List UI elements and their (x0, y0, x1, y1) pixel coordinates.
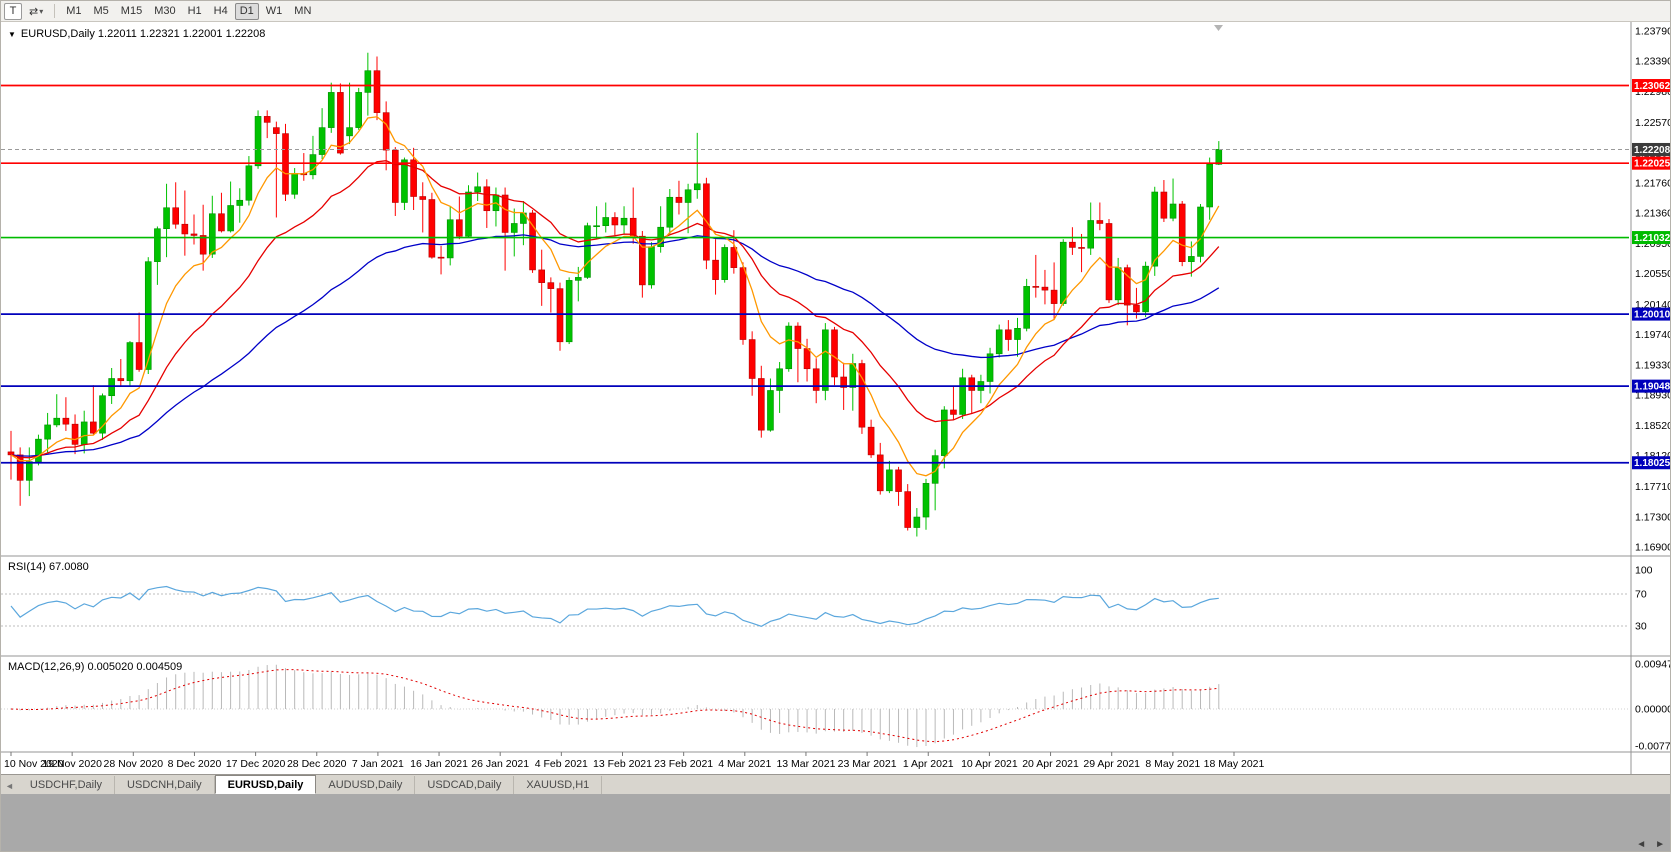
svg-text:1.23062: 1.23062 (1634, 81, 1671, 92)
price-badge (1632, 456, 1670, 470)
svg-text:1.23790: 1.23790 (1635, 26, 1671, 38)
tab-eurusd-daily[interactable]: EURUSD,Daily (214, 775, 317, 794)
svg-text:19 Nov 2020: 19 Nov 2020 (42, 758, 102, 770)
svg-text:100: 100 (1635, 565, 1653, 577)
svg-text:1.22570: 1.22570 (1635, 117, 1671, 129)
svg-text:23 Mar 2021: 23 Mar 2021 (838, 758, 897, 770)
svg-text:70: 70 (1635, 589, 1647, 601)
svg-text:8 May 2021: 8 May 2021 (1145, 758, 1200, 770)
svg-text:1 Apr 2021: 1 Apr 2021 (903, 758, 954, 770)
rsi-line (10, 585, 1219, 628)
tab-scroll-left-icon[interactable]: ◄ (5, 781, 14, 791)
price-badge (1632, 231, 1670, 245)
svg-text:16 Jan 2021: 16 Jan 2021 (410, 758, 468, 770)
tab-audusd-daily[interactable]: AUDUSD,Daily (316, 776, 416, 794)
svg-text:1.17710: 1.17710 (1635, 481, 1671, 493)
tab-usdcad-daily[interactable]: USDCAD,Daily (415, 776, 515, 794)
svg-text:8 Dec 2020: 8 Dec 2020 (168, 758, 222, 770)
svg-text:1.23390: 1.23390 (1635, 55, 1671, 67)
svg-text:1.22208: 1.22208 (1634, 145, 1671, 156)
tab-xauusd-h1[interactable]: XAUUSD,H1 (514, 776, 603, 794)
macd-indicator-label: MACD(12,26,9) 0.005020 0.004509 (8, 661, 183, 673)
svg-text:0.000000: 0.000000 (1635, 704, 1671, 716)
svg-text:17 Dec 2020: 17 Dec 2020 (226, 758, 286, 770)
svg-text:1.18025: 1.18025 (1634, 458, 1671, 469)
timeframe-w1-button[interactable]: W1 (265, 5, 283, 17)
toolbar-separator (54, 4, 56, 18)
svg-text:0.009478: 0.009478 (1635, 659, 1671, 671)
caret-down-icon: ▾ (39, 6, 44, 16)
chart-tab-bar: ◄ USDCHF,Daily USDCNH,Daily EURUSD,Daily… (1, 774, 1670, 794)
svg-text:18 May 2021: 18 May 2021 (1204, 758, 1265, 770)
svg-text:1.20010: 1.20010 (1634, 310, 1671, 321)
svg-text:26 Jan 2021: 26 Jan 2021 (471, 758, 529, 770)
svg-text:1.21360: 1.21360 (1635, 207, 1671, 219)
price-badge (1632, 79, 1670, 93)
scrollbar-right-icon[interactable]: ► (1655, 839, 1665, 850)
svg-text:4 Mar 2021: 4 Mar 2021 (718, 758, 771, 770)
status-strip: ◄ ► (1, 794, 1670, 851)
toolbar-t-button[interactable]: T (4, 2, 22, 20)
tab-usdcnh-daily[interactable]: USDCNH,Daily (115, 776, 215, 794)
chart-panel[interactable]: 1.237901.233901.229801.225701.221601.217… (1, 22, 1671, 774)
svg-text:1.17300: 1.17300 (1635, 512, 1671, 524)
svg-text:1.19740: 1.19740 (1635, 329, 1671, 341)
svg-text:7 Jan 2021: 7 Jan 2021 (352, 758, 404, 770)
svg-text:1.19048: 1.19048 (1634, 382, 1671, 393)
svg-text:1.16900: 1.16900 (1635, 542, 1671, 554)
svg-text:10 Apr 2021: 10 Apr 2021 (961, 758, 1018, 770)
timeframe-m5-button[interactable]: M5 (93, 5, 109, 17)
svg-text:4 Feb 2021: 4 Feb 2021 (535, 758, 588, 770)
svg-text:1.21032: 1.21032 (1634, 233, 1671, 244)
svg-text:30: 30 (1635, 621, 1647, 633)
price-badge (1632, 307, 1670, 321)
svg-text:10 Nov 2020: 10 Nov 2020 (4, 758, 64, 770)
timeframe-m15-button[interactable]: M15 (120, 5, 143, 17)
timeframe-m30-button[interactable]: M30 (154, 5, 176, 17)
svg-text:23 Feb 2021: 23 Feb 2021 (654, 758, 713, 770)
symbol-ohlc-text: EURUSD,Daily 1.22011 1.22321 1.22001 1.2… (20, 28, 266, 40)
timeframe-h1-button[interactable]: H1 (187, 5, 202, 17)
svg-text:28 Nov 2020: 28 Nov 2020 (104, 758, 164, 770)
triangle-down-icon: ▼ (8, 29, 16, 39)
macd-signal-line (10, 669, 1219, 743)
shift-marker-icon[interactable] (1214, 25, 1223, 31)
svg-text:1.20550: 1.20550 (1635, 268, 1671, 280)
slow-ma-line (10, 234, 1220, 457)
svg-text:1.18520: 1.18520 (1635, 420, 1671, 432)
price-badge (1632, 379, 1670, 393)
chart-header: ▼ EURUSD,Daily 1.22011 1.22321 1.22001 1… (8, 28, 265, 40)
timeframe-d1-button[interactable]: D1 (234, 2, 259, 20)
svg-text:13 Mar 2021: 13 Mar 2021 (776, 758, 835, 770)
price-badge (1632, 142, 1670, 156)
svg-text:28 Dec 2020: 28 Dec 2020 (287, 758, 347, 770)
rsi-indicator-label: RSI(14) 67.0080 (8, 561, 89, 573)
svg-text:1.21760: 1.21760 (1635, 178, 1671, 190)
arrows-icon: ⇄ (29, 5, 39, 18)
candlesticks (7, 52, 1223, 537)
price-chart-svg[interactable]: 1.237901.233901.229801.225701.221601.217… (1, 22, 1671, 774)
svg-text:-0.007776: -0.007776 (1635, 741, 1671, 753)
svg-text:1.22025: 1.22025 (1634, 159, 1671, 170)
svg-text:29 Apr 2021: 29 Apr 2021 (1083, 758, 1140, 770)
tab-usdchf-daily[interactable]: USDCHF,Daily (18, 776, 116, 794)
macd-histogram (19, 664, 1220, 748)
timeframe-m1-button[interactable]: M1 (66, 5, 82, 17)
timeframe-mn-button[interactable]: MN (294, 5, 312, 17)
svg-text:13 Feb 2021: 13 Feb 2021 (593, 758, 652, 770)
svg-text:1.19330: 1.19330 (1635, 360, 1671, 372)
fast-ma-line (10, 116, 1220, 477)
svg-text:20 Apr 2021: 20 Apr 2021 (1022, 758, 1079, 770)
timeframe-h4-button[interactable]: H4 (213, 5, 228, 17)
timeframe-toolbar: T ⇄ ▾ M1 M5 M15 M30 H1 H4 D1 W1 MN (1, 1, 1670, 22)
toolbar-cycle-button[interactable]: ⇄ ▾ (24, 3, 48, 20)
price-badge (1632, 156, 1670, 170)
medium-ma-line (10, 160, 1220, 459)
scrollbar-left-icon[interactable]: ◄ (1636, 839, 1647, 850)
